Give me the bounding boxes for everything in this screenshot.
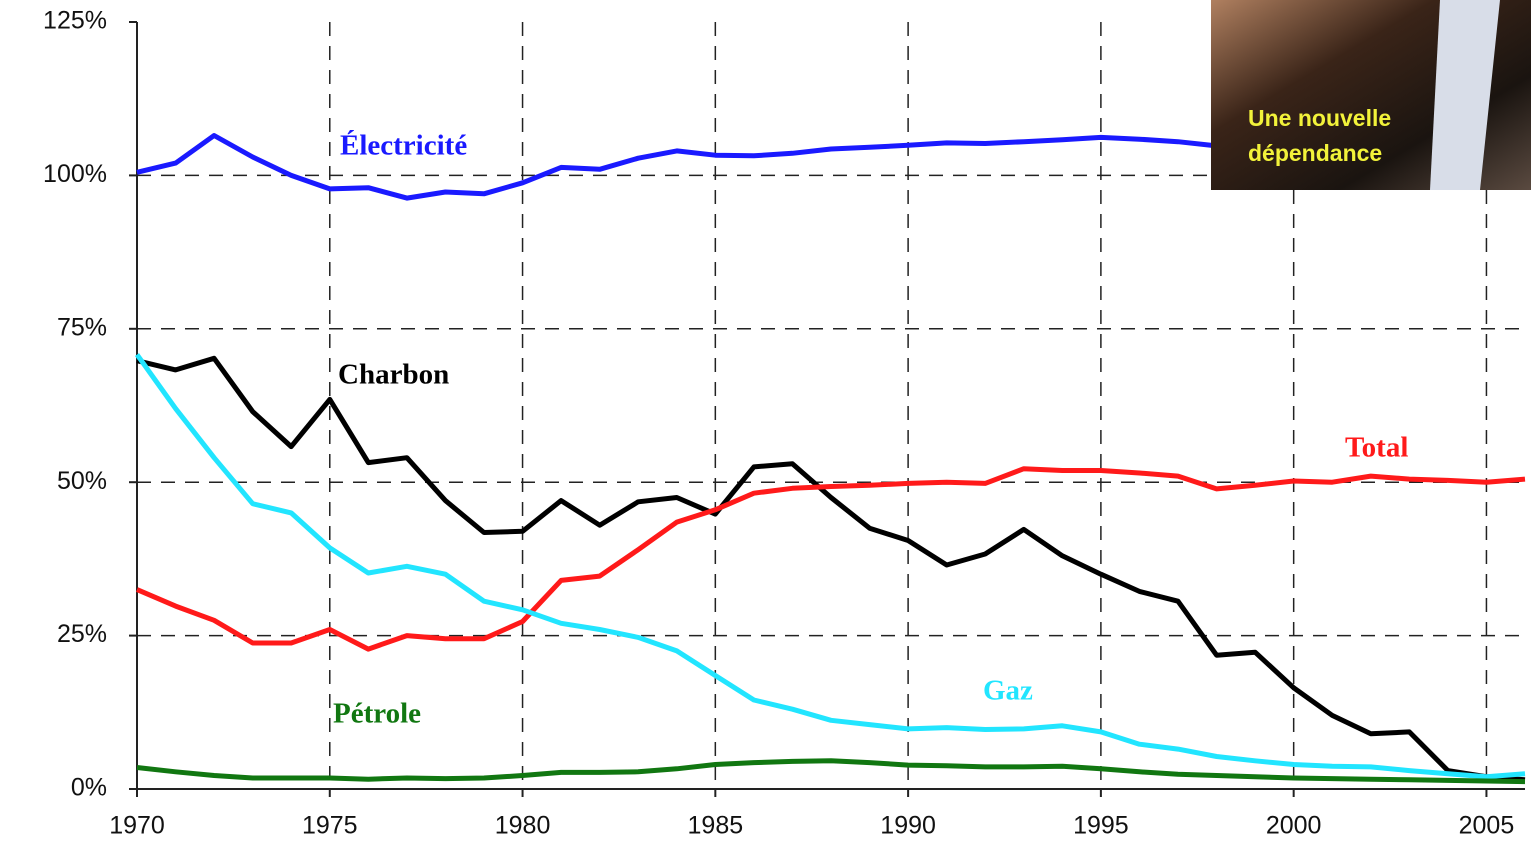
series-line bbox=[136, 758, 1526, 785]
series-label: Gaz bbox=[983, 675, 1033, 707]
series-label: Charbon bbox=[338, 359, 449, 391]
inset-caption: Une nouvelle bbox=[1248, 105, 1391, 131]
x-tick-label: 2005 bbox=[1459, 812, 1515, 840]
series-label: Total bbox=[1345, 432, 1408, 464]
series-label: Électricité bbox=[340, 129, 467, 162]
inset-caption: dépendance bbox=[1248, 140, 1382, 166]
series-line bbox=[136, 133, 1217, 201]
series-line bbox=[136, 466, 1526, 652]
y-tick-label: 125% bbox=[43, 7, 107, 35]
x-tick-label: 1995 bbox=[1073, 812, 1129, 840]
x-tick-label: 1970 bbox=[109, 812, 165, 840]
x-tick-label: 1975 bbox=[302, 812, 358, 840]
series-label: Pétrole bbox=[333, 698, 421, 730]
x-tick-label: 1980 bbox=[495, 812, 551, 840]
x-tick-label: 1985 bbox=[688, 812, 744, 840]
y-tick-label: 75% bbox=[57, 313, 107, 341]
y-tick-label: 0% bbox=[71, 774, 107, 802]
inset-shirt bbox=[1430, 0, 1500, 190]
x-tick-label: 1990 bbox=[880, 812, 936, 840]
y-tick-label: 50% bbox=[57, 467, 107, 495]
series-line bbox=[136, 355, 1526, 783]
series-line bbox=[134, 353, 1526, 780]
x-tick-label: 2000 bbox=[1266, 812, 1322, 840]
y-tick-label: 100% bbox=[43, 160, 107, 188]
y-tick-label: 25% bbox=[57, 620, 107, 648]
